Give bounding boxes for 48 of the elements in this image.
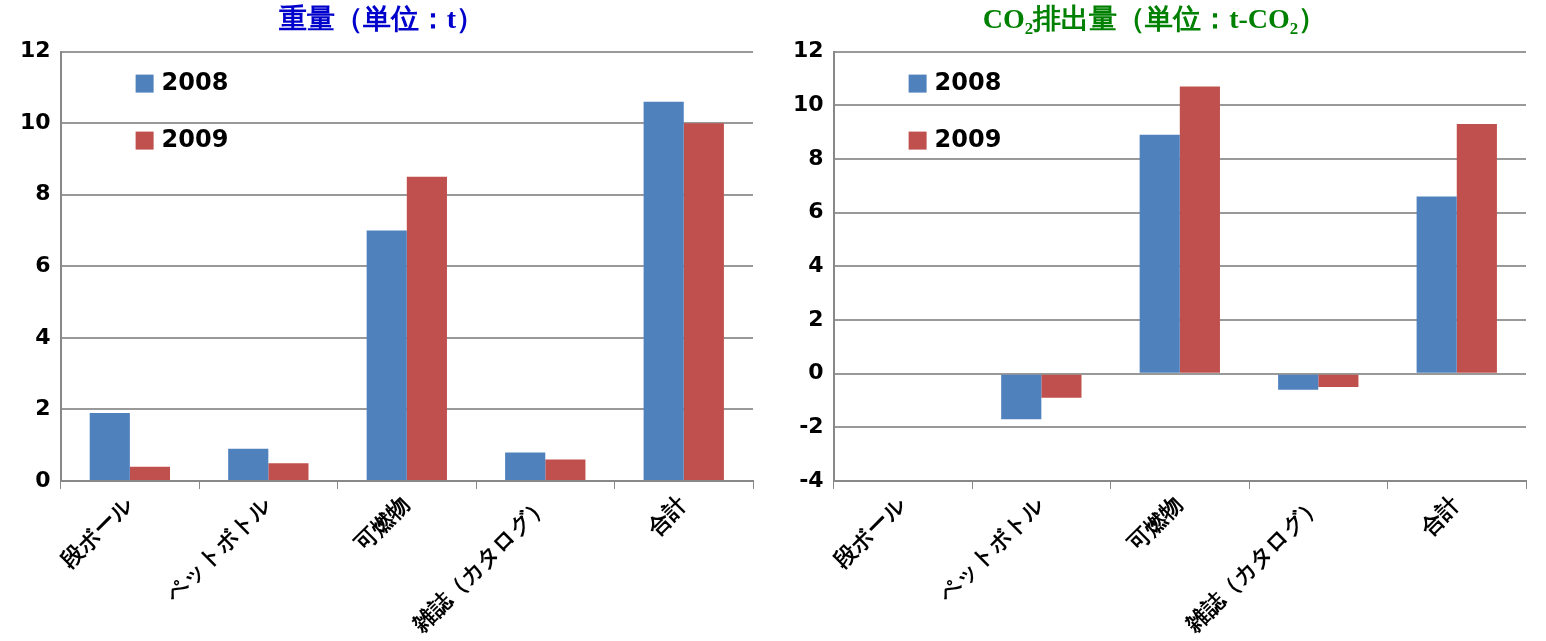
legend-label: 2008 bbox=[934, 67, 1002, 96]
chart-title: 重量（単位：t） bbox=[277, 3, 485, 35]
bar bbox=[366, 230, 407, 481]
legend-label: 2009 bbox=[934, 124, 1002, 153]
x-tick-label: 可燃物 bbox=[349, 491, 415, 557]
bar bbox=[1179, 86, 1220, 373]
bar bbox=[1139, 134, 1180, 373]
bar bbox=[643, 101, 684, 481]
legend-label: 2009 bbox=[161, 124, 229, 153]
y-tick-label: 0 bbox=[35, 466, 51, 492]
bar bbox=[129, 466, 171, 481]
bar bbox=[1278, 374, 1319, 390]
y-tick-label: 0 bbox=[808, 359, 824, 385]
bar bbox=[1456, 124, 1497, 373]
x-tick-label: ペットボトル bbox=[159, 491, 276, 608]
x-tick-label: 段ボール bbox=[828, 491, 911, 574]
y-tick-label: 12 bbox=[19, 37, 51, 63]
bar bbox=[1001, 374, 1042, 420]
x-tick-label: ペットボトル bbox=[932, 491, 1049, 608]
y-tick-label: 8 bbox=[35, 180, 51, 206]
bar bbox=[1318, 374, 1359, 388]
y-tick-label: -2 bbox=[799, 413, 824, 439]
y-tick-label: 4 bbox=[808, 252, 824, 278]
x-tick-label: 合計 bbox=[641, 491, 692, 541]
y-tick-label: 10 bbox=[792, 91, 824, 116]
y-tick-label: 2 bbox=[35, 395, 51, 421]
bar bbox=[268, 463, 309, 481]
y-tick-label: 10 bbox=[19, 108, 51, 134]
x-tick-label: 合計 bbox=[1414, 491, 1465, 541]
bar bbox=[1416, 196, 1457, 373]
bar bbox=[89, 413, 130, 481]
y-tick-label: 6 bbox=[35, 252, 51, 278]
y-tick-label: -4 bbox=[799, 466, 824, 492]
y-tick-label: 6 bbox=[808, 198, 824, 224]
bar bbox=[1041, 374, 1082, 398]
bar bbox=[545, 459, 586, 481]
chart-title: CO₂排出量（単位：t-CO₂） bbox=[982, 3, 1327, 35]
bar bbox=[228, 448, 269, 481]
bar bbox=[406, 176, 447, 481]
bar bbox=[505, 452, 546, 481]
bar bbox=[683, 123, 724, 481]
y-tick-label: 12 bbox=[792, 37, 824, 63]
y-tick-label: 2 bbox=[808, 305, 824, 331]
y-tick-label: 8 bbox=[808, 144, 824, 170]
legend-label: 2008 bbox=[161, 67, 229, 96]
y-tick-label: 4 bbox=[35, 323, 51, 349]
x-tick-label: 段ボール bbox=[55, 491, 138, 574]
x-tick-label: 可燃物 bbox=[1122, 491, 1188, 557]
